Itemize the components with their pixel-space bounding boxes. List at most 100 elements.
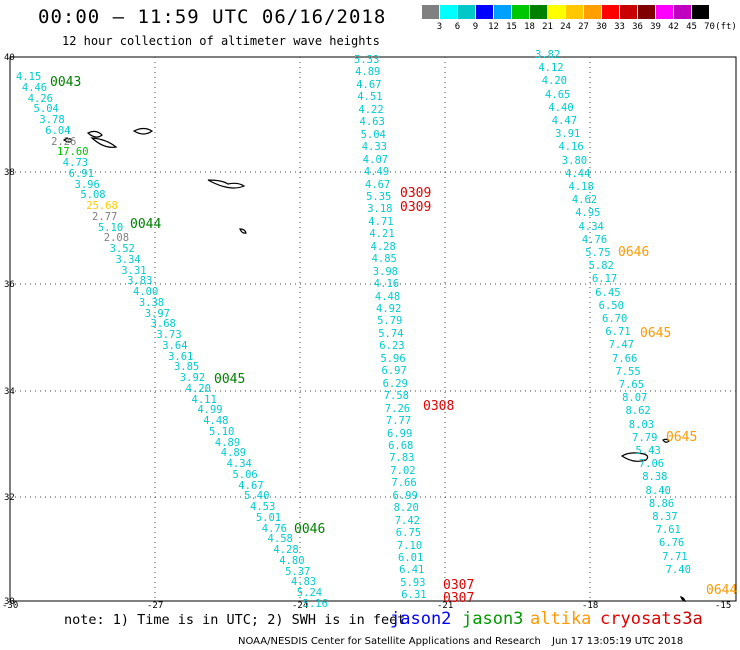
island-portosanto (662, 438, 670, 443)
wave-height-value: 5.01 (255, 511, 282, 524)
legend-label: 70 (704, 22, 715, 32)
legend-swatch (440, 5, 458, 19)
wave-height-value: 5.35 (366, 190, 392, 203)
legend-swatch (602, 5, 620, 19)
wave-height-value: 8.86 (648, 497, 675, 510)
legend-label: 33 (614, 22, 625, 32)
wave-height-value: 25.68 (86, 200, 118, 212)
color-legend (422, 5, 710, 19)
wave-height-value: 3.31 (121, 264, 147, 277)
wave-height-value: 4.89 (214, 436, 241, 449)
wave-height-value: 5.40 (244, 490, 270, 503)
legend-swatch (476, 5, 494, 19)
wave-height-value: 4.00 (133, 286, 159, 298)
wave-height-value: 6.99 (387, 427, 413, 440)
wave-height-value: 6.31 (401, 589, 427, 602)
legend-label: 3 (436, 22, 443, 32)
wave-height-value: 5.10 (209, 425, 235, 438)
pass-time-label: 0645 (640, 326, 672, 341)
legend-label: 45 (686, 22, 697, 32)
wave-height-value: 3.61 (168, 350, 194, 363)
wave-height-value: 7.77 (385, 415, 412, 428)
wave-height-value: 4.33 (361, 141, 387, 154)
wave-height-value: 4.63 (359, 116, 385, 129)
wave-height-value: 4.22 (358, 103, 384, 116)
wave-height-value: 2.08 (103, 232, 130, 245)
wave-height-value: 8.07 (622, 392, 648, 405)
map-subtitle: 12 hour collection of altimeter wave hei… (62, 34, 380, 48)
wave-height-value: 4.58 (267, 533, 293, 546)
legend-label: 42 (668, 22, 679, 32)
legend-swatch (674, 5, 692, 19)
wave-height-value: 6.91 (68, 167, 94, 180)
wave-height-value: 4.83 (290, 576, 317, 589)
wave-height-value: 6.97 (381, 365, 407, 378)
lat-label: 30 (4, 597, 15, 607)
wave-height-value: 5.93 (400, 576, 426, 589)
legend-label: 30 (596, 22, 607, 32)
wave-height-value: 4.16 (558, 141, 584, 154)
wave-height-value: 5.04 (360, 128, 386, 141)
satellite-legend-entry: jason3 (462, 609, 524, 629)
wave-height-value: 4.71 (368, 215, 394, 228)
wave-height-value: 3.73 (156, 329, 182, 341)
wave-height-value: 5.79 (377, 315, 403, 328)
wave-height-value: 4.65 (545, 88, 571, 101)
wave-height-value: 7.10 (396, 539, 423, 552)
legend-label: 9 (472, 22, 479, 32)
wave-height-value: 7.40 (665, 563, 691, 576)
wave-height-value: 4.46 (21, 81, 48, 94)
lat-label: 38 (4, 168, 15, 178)
wave-height-value: 7.79 (632, 431, 658, 444)
wave-height-value: 4.67 (365, 178, 391, 191)
wave-height-value: 4.80 (279, 554, 305, 567)
pass-time-label: 0309 (400, 186, 432, 201)
legend-label: 12 (488, 22, 499, 32)
wave-height-value: 6.99 (392, 489, 418, 502)
wave-height-value: 5.16 (302, 597, 328, 610)
wave-height-value: 8.20 (393, 502, 419, 515)
wave-height-value: 3.91 (555, 128, 581, 141)
grid-lines (10, 57, 736, 601)
wave-height-value: 7.65 (618, 379, 645, 391)
legend-swatch (656, 5, 674, 19)
wave-height-value: 6.29 (382, 377, 408, 390)
wave-height-value: 4.73 (62, 157, 89, 169)
wave-height-value: 7.55 (615, 365, 641, 378)
satellite-legend-entry: jason2 (390, 609, 452, 629)
legend-label: 36 (632, 22, 643, 32)
pass-time-label: 0644 (706, 583, 738, 598)
generated-timestamp: Jun 17 13:05:19 UTC 2018 (552, 636, 684, 647)
wave-height-value: 4.95 (575, 207, 601, 220)
pass-time-label: 0045 (214, 372, 246, 387)
wave-height-value: 6.01 (398, 552, 424, 564)
wave-height-value: 4.53 (250, 501, 276, 513)
satellite-legend-entry: cryosat (600, 609, 672, 629)
legend-label: 39 (650, 22, 661, 32)
wave-height-value: 3.38 (138, 296, 165, 309)
wave-height-value: 3.80 (561, 154, 588, 167)
wave-height-value: 6.41 (399, 564, 425, 577)
lon-label: -21 (437, 601, 454, 611)
wave-height-value: 5.82 (588, 260, 614, 273)
wave-height-value: 5.24 (296, 587, 323, 599)
island-madeira (620, 452, 649, 462)
legend-unit: (ft) (715, 22, 737, 32)
wave-height-value: 3.98 (372, 265, 398, 278)
legend-label: 24 (560, 22, 571, 32)
pass-time-label: 0309 (400, 200, 432, 215)
wave-height-value: 4.20 (185, 382, 211, 395)
pass-time-label: 0307 (443, 578, 475, 593)
wave-height-value: 4.34 (226, 458, 252, 470)
wave-height-value: 3.92 (179, 372, 206, 384)
wave-height-value: 8.62 (625, 405, 651, 418)
satellite-legend-entry: altika (530, 609, 592, 629)
wave-height-value: 6.71 (605, 326, 631, 339)
wave-height-value: 4.99 (197, 404, 223, 417)
wave-height-value: 4.26 (27, 92, 53, 105)
legend-swatch (548, 5, 566, 19)
wave-height-value: 7.58 (383, 390, 409, 403)
lon-label: -18 (582, 601, 599, 611)
wave-height-value: 5.43 (635, 445, 661, 457)
